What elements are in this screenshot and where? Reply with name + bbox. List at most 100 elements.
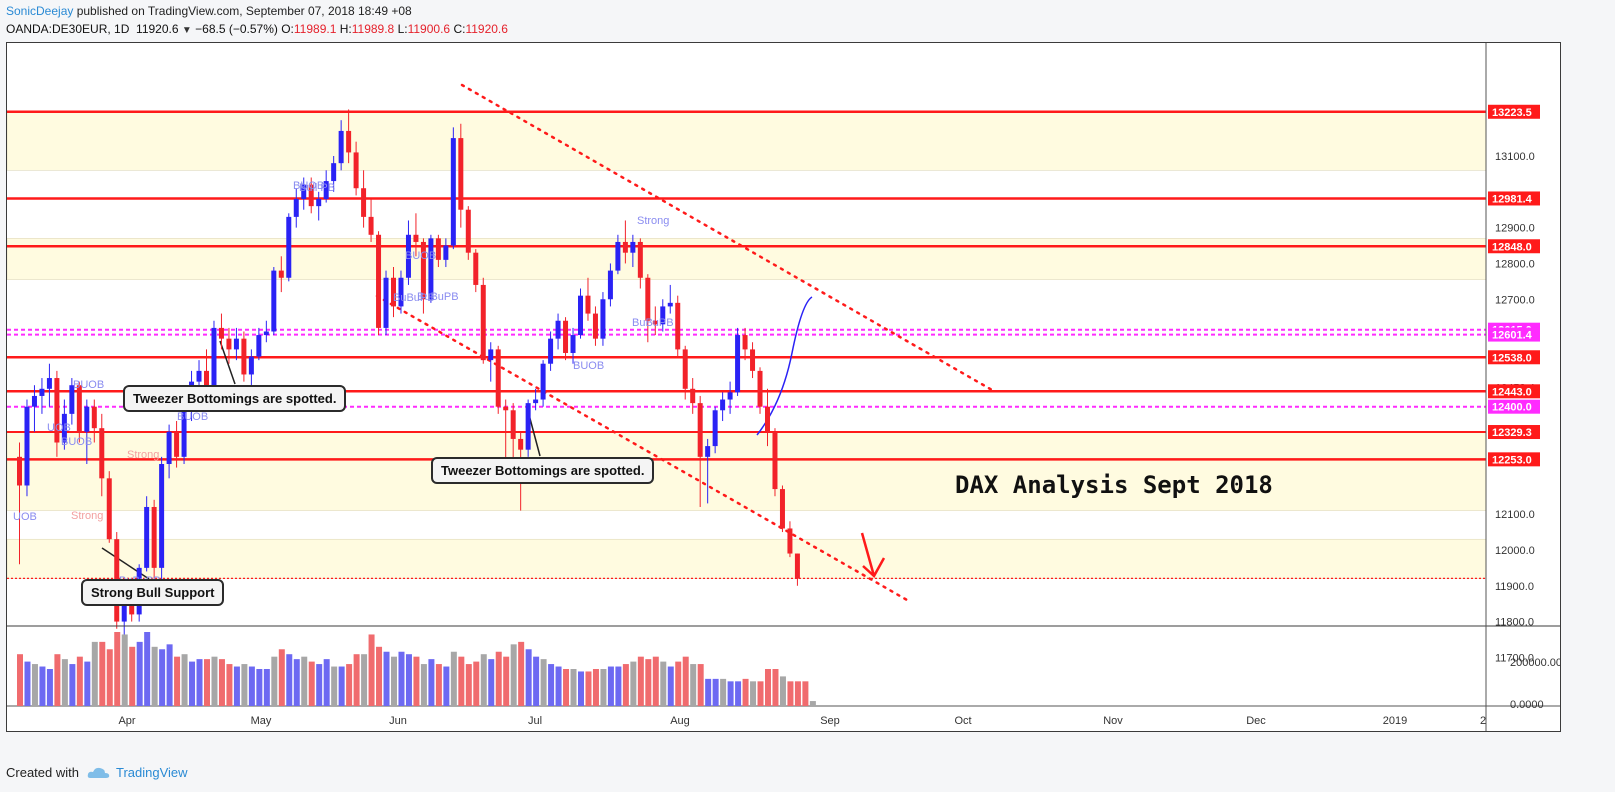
candle-body [690, 388, 696, 404]
time-tick-label: 2 [1480, 715, 1486, 727]
candle-body [166, 431, 172, 465]
candle-body [667, 302, 673, 307]
pattern-marker-label: BUOB [61, 436, 92, 448]
candle-body [428, 238, 434, 300]
volume-bar [809, 701, 816, 706]
candle-body [660, 306, 666, 325]
chart-panel[interactable]: UOBUOBBUOBBUOBStrongStrongBuBuPBBUOBBull… [6, 42, 1561, 732]
candle-body [525, 403, 531, 450]
level-price-label: 12443.0 [1492, 386, 1532, 398]
level-price-label: 12538.0 [1492, 352, 1532, 364]
time-tick-label: Apr [118, 715, 135, 727]
time-tick-label: Aug [670, 715, 690, 727]
volume-bar [61, 659, 68, 706]
volume-bar [727, 681, 734, 706]
candle-body [727, 392, 733, 400]
candle-body [271, 270, 277, 332]
volume-bar [106, 649, 113, 706]
volume-bar [735, 681, 742, 706]
volume-bar [286, 654, 293, 706]
candle-body [39, 388, 45, 396]
level-price-label: 12981.4 [1492, 193, 1533, 205]
volume-bar [84, 661, 91, 706]
candle-body [331, 163, 337, 182]
candle-body [338, 130, 344, 164]
volume-bar [578, 671, 584, 706]
pattern-marker-label: BUOB [573, 360, 604, 372]
volume-bar [413, 656, 420, 706]
candle-body [645, 277, 651, 321]
candle-body [480, 284, 486, 361]
volume-bar [278, 649, 285, 706]
volume-bar [682, 656, 689, 706]
volume-bar [114, 632, 121, 706]
volume-bar [630, 661, 637, 706]
volume-bar [256, 669, 263, 706]
time-tick-label: May [251, 715, 272, 727]
candle-body [286, 216, 292, 278]
candle-body [533, 399, 539, 404]
tradingview-link[interactable]: TradingView [116, 765, 188, 780]
candle-body [263, 331, 269, 336]
candle-body [652, 320, 658, 325]
volume-bar [488, 659, 495, 706]
open-value: 11989.1 [293, 22, 337, 36]
volume-bar [540, 659, 547, 706]
close-value: 11920.6 [465, 22, 508, 36]
volume-bar [46, 669, 53, 706]
down-arrow-icon: ▼ [181, 25, 192, 36]
candle-body [181, 406, 187, 457]
pattern-marker-label: BuBuPB [632, 317, 674, 329]
candle-body [121, 592, 127, 622]
candle-body [99, 428, 105, 479]
candle-body [376, 234, 382, 328]
candle-body [630, 241, 636, 253]
price-tick-label: 11700.0 [1495, 652, 1534, 664]
volume-bar [346, 664, 353, 706]
downtrend-lower-line [375, 294, 909, 602]
price-tick-label: 11900.0 [1495, 581, 1534, 593]
candle-body [278, 270, 284, 278]
candle-body [555, 320, 561, 339]
footer: Created with TradingView [6, 765, 188, 782]
volume-bar [622, 664, 629, 706]
price-chart[interactable]: UOBUOBBUOBBUOBStrongStrongBuBuPBBUOBBull… [7, 43, 1560, 731]
volume-bar [353, 654, 360, 706]
volume-bar [211, 656, 218, 706]
created-with-text: Created with [6, 765, 79, 780]
candle-body [607, 270, 613, 300]
volume-bar [480, 654, 487, 706]
price-change: −68.5 (−0.57%) [195, 22, 278, 36]
author-link[interactable]: SonicDeejay [6, 4, 74, 18]
volume-bar [376, 646, 383, 706]
volume-bar [159, 649, 166, 706]
volume-bar [323, 659, 330, 706]
volume-bar [368, 634, 375, 706]
volume-bar [690, 664, 697, 706]
candle-body [368, 216, 374, 235]
pattern-marker-label: BUOB [293, 180, 324, 192]
level-price-badge [1488, 384, 1540, 399]
low-label: L: [397, 22, 408, 36]
volume-bar [54, 654, 61, 706]
time-tick-label: Dec [1246, 715, 1266, 727]
volume-bar [316, 664, 323, 706]
time-tick-label: Nov [1103, 715, 1123, 727]
pattern-marker-label: BUOB [405, 250, 436, 262]
volume-bar [518, 641, 525, 706]
volume-bar [533, 656, 540, 706]
candle-body [600, 299, 606, 339]
symbol-label: OANDA:DE30EUR, 1D [6, 22, 130, 36]
volume-bar [17, 654, 23, 706]
candle-body [675, 302, 681, 350]
volume-bar [645, 659, 652, 706]
level-price-label: 12601.4 [1492, 330, 1533, 342]
time-tick-label: Jun [389, 715, 407, 727]
candle-body [174, 431, 180, 457]
level-price-badge [1488, 327, 1540, 342]
candle-body [443, 245, 449, 260]
candle-body [211, 327, 217, 389]
volume-bar [129, 646, 136, 706]
supply-demand-zone [7, 111, 1487, 171]
candle-body [615, 241, 621, 271]
